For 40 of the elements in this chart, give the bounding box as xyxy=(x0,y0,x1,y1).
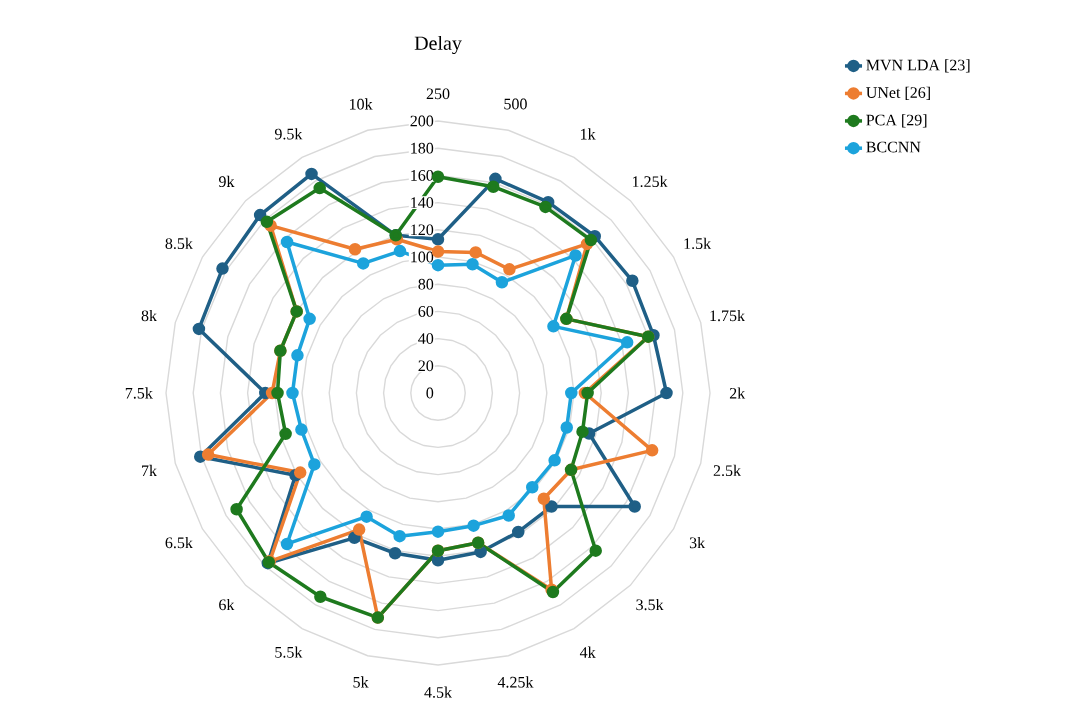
spoke-label: 1k xyxy=(581,128,596,140)
y-tick-label: 100 xyxy=(411,251,434,263)
spoke-label: 5k xyxy=(353,676,369,688)
y-tick-label: 80 xyxy=(418,278,434,290)
spoke-label: 5.5k xyxy=(275,646,303,658)
legend-label: UNet [26] xyxy=(866,86,930,100)
spoke-label: 9k xyxy=(218,175,235,188)
legend-label: MVN LDA [23] xyxy=(866,59,970,73)
legend-label: PCA [29] xyxy=(866,114,927,128)
spoke-label: 3k xyxy=(689,536,706,549)
spoke-label: 1.5k xyxy=(684,237,712,250)
spoke-label: 4k xyxy=(579,646,596,658)
chart-title: Delay xyxy=(414,35,462,55)
y-tick-label: 140 xyxy=(411,197,434,208)
y-tick-label: 40 xyxy=(418,333,434,344)
spoke-label: 4.25k xyxy=(497,676,534,688)
spoke-label: 8.5k xyxy=(165,237,193,250)
spoke-label: 9.5k xyxy=(274,128,303,140)
y-tick-label: 20 xyxy=(418,360,434,372)
spoke-label: 4.5k xyxy=(424,686,453,698)
spoke-label: 500 xyxy=(504,98,527,110)
y-tick-label: 160 xyxy=(411,169,434,181)
spoke-label: 1.75k xyxy=(710,309,746,322)
y-tick-label: 0 xyxy=(426,387,434,399)
y-tick-label: 60 xyxy=(418,305,434,317)
spoke-label: 6k xyxy=(219,598,235,611)
spoke-label: 250 xyxy=(426,88,450,100)
spoke-label: 2.5k xyxy=(713,464,742,477)
spoke-label: 6.5k xyxy=(165,536,193,549)
legend-label: BCCNN xyxy=(866,141,921,153)
spoke-label: 10k xyxy=(349,98,373,110)
y-tick-label: 180 xyxy=(411,142,434,154)
spoke-label: 8k xyxy=(141,309,157,322)
y-tick-label: 200 xyxy=(410,115,434,127)
spoke-label: 2k xyxy=(729,387,746,399)
y-tick-label: 120 xyxy=(411,224,434,236)
spoke-label: 1.25k xyxy=(632,175,668,188)
spoke-label: 3.5k xyxy=(636,598,664,611)
spoke-label: 7k xyxy=(142,464,157,476)
spoke-label: 7.5k xyxy=(125,387,153,399)
